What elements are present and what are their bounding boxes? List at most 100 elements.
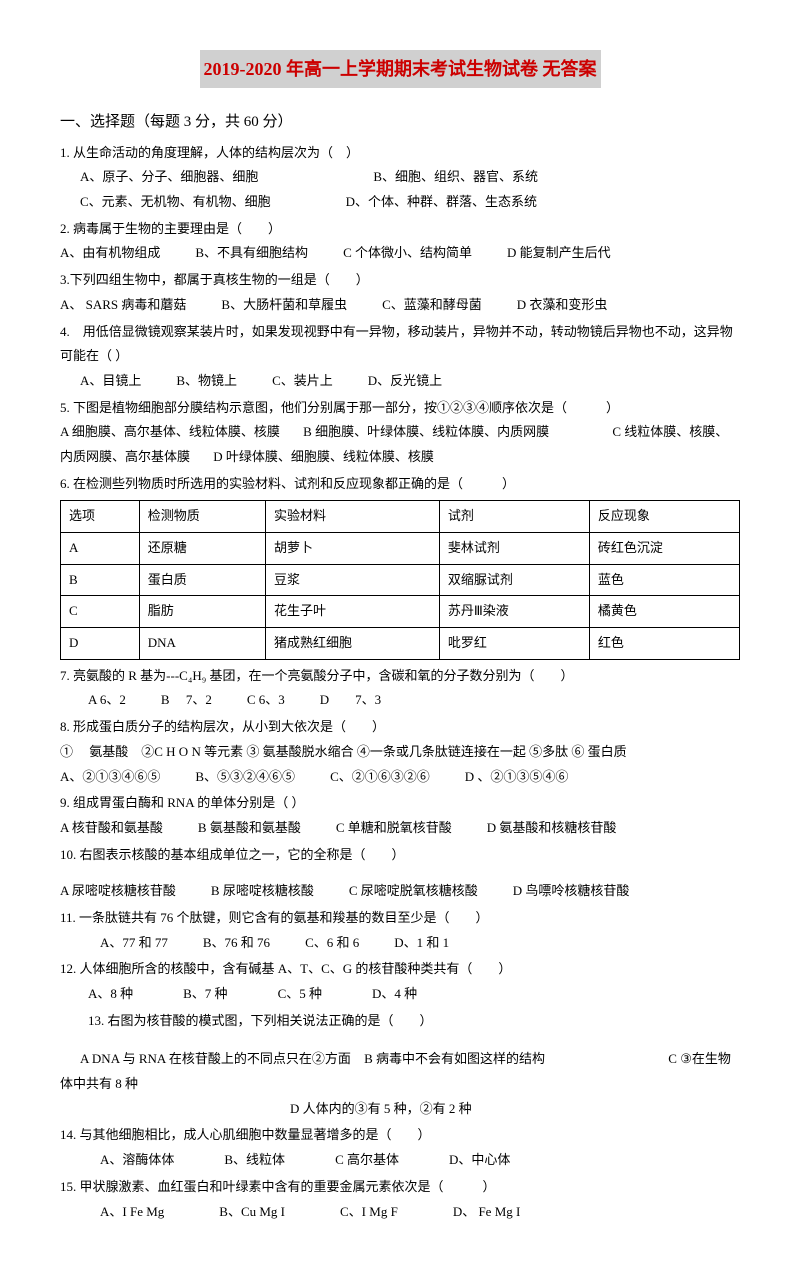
option-b: B、⑤③②④⑥⑤	[195, 765, 295, 790]
table-header-row: 选项 检测物质 实验材料 试剂 反应现象	[61, 501, 740, 533]
td: 吡罗红	[439, 628, 589, 660]
option-b: B、76 和 76	[203, 931, 270, 956]
option-b: B、大肠杆菌和草履虫	[221, 293, 347, 318]
option-a: A 6、2	[88, 688, 126, 713]
option-d: D、反光镜上	[368, 369, 442, 394]
table-row: A 还原糖 胡萝卜 斐林试剂 砖红色沉淀	[61, 533, 740, 565]
option-b: B、不具有细胞结构	[195, 241, 308, 266]
question-13-options: A DNA 与 RNA 在核苷酸上的不同点只在②方面 B 病毒中不会有如图这样的…	[60, 1047, 740, 1121]
option-d: D 叶绿体膜、细胞膜、线粒体膜、核膜	[213, 449, 434, 464]
option-c: C、元素、无机物、有机物、细胞	[80, 190, 271, 215]
exam-title: 2019-2020 年高一上学期期末考试生物试卷 无答案	[200, 50, 601, 88]
option-c: C 高尔基体	[335, 1148, 399, 1173]
option-a: A、77 和 77	[100, 931, 168, 956]
question-text: 8. 形成蛋白质分子的结构层次，从小到大依次是（ ）	[60, 715, 740, 740]
option-c: C 6、3	[247, 688, 285, 713]
option-c: C 个体微小、结构简单	[343, 241, 472, 266]
option-a: A、溶酶体体	[100, 1148, 174, 1173]
question-text: 3.下列四组生物中，都属于真核生物的一组是（ ）	[60, 268, 740, 293]
option-c: C、5 种	[278, 982, 322, 1007]
option-d: D 衣藻和变形虫	[517, 293, 608, 318]
option-a: A、原子、分子、细胞器、细胞	[80, 165, 258, 190]
th: 选项	[61, 501, 140, 533]
option-a: A 细胞膜、高尔基体、线粒体膜、核膜	[60, 424, 280, 439]
td: C	[61, 596, 140, 628]
option-d: D 氨基酸和核糖核苷酸	[487, 816, 617, 841]
question-3: 3.下列四组生物中，都属于真核生物的一组是（ ） A、 SARS 病毒和蘑菇 B…	[60, 268, 740, 317]
table-row: B 蛋白质 豆浆 双缩脲试剂 蓝色	[61, 564, 740, 596]
option-a: A DNA 与 RNA 在核苷酸上的不同点只在②方面	[80, 1051, 351, 1066]
question-1: 1. 从生命活动的角度理解，人体的结构层次为（ ） A、原子、分子、细胞器、细胞…	[60, 141, 740, 215]
question-6: 6. 在检测些列物质时所选用的实验材料、试剂和反应现象都正确的是（ ） 选项 检…	[60, 472, 740, 660]
td: B	[61, 564, 140, 596]
option-b: B 尿嘧啶核糖核酸	[211, 879, 314, 904]
option-c: C、6 和 6	[305, 931, 359, 956]
option-a: A、目镜上	[80, 369, 141, 394]
question-text: 9. 组成胃蛋白酶和 RNA 的单体分别是（ ）	[60, 791, 740, 816]
question-12: 12. 人体细胞所含的核酸中，含有碱基 A、T、C、G 的核苷酸种类共有（ ） …	[60, 957, 740, 1006]
question-text: 12. 人体细胞所含的核酸中，含有碱基 A、T、C、G 的核苷酸种类共有（ ）	[60, 957, 740, 982]
option-b: B、7 种	[183, 982, 227, 1007]
option-b: B、细胞、组织、器官、系统	[373, 165, 538, 190]
option-d: D、个体、种群、群落、生态系统	[346, 190, 537, 215]
option-a: A、I Fe Mg	[100, 1200, 164, 1225]
option-a: A、 SARS 病毒和蘑菇	[60, 293, 186, 318]
option-d: D 7、3	[320, 688, 381, 713]
td: 脂肪	[139, 596, 265, 628]
option-a: A、由有机物组成	[60, 241, 160, 266]
question-text: 6. 在检测些列物质时所选用的实验材料、试剂和反应现象都正确的是（ ）	[60, 472, 740, 497]
td: 红色	[589, 628, 739, 660]
td: 还原糖	[139, 533, 265, 565]
td: 苏丹Ⅲ染液	[439, 596, 589, 628]
question-text: 2. 病毒属于生物的主要理由是（ ）	[60, 217, 740, 242]
td: 砖红色沉淀	[589, 533, 739, 565]
question-9: 9. 组成胃蛋白酶和 RNA 的单体分别是（ ） A 核苷酸和氨基酸 B 氨基酸…	[60, 791, 740, 840]
question-items: ① 氨基酸 ②C H O N 等元素 ③ 氨基酸脱水缩合 ④一条或几条肽链连接在…	[60, 740, 740, 765]
question-2: 2. 病毒属于生物的主要理由是（ ） A、由有机物组成 B、不具有细胞结构 C …	[60, 217, 740, 266]
question-text: 14. 与其他细胞相比，成人心肌细胞中数量显著增多的是（ ）	[60, 1123, 740, 1148]
td: A	[61, 533, 140, 565]
td: 花生子叶	[265, 596, 439, 628]
td: 橘黄色	[589, 596, 739, 628]
option-d: D 人体内的③有 5 种，②有 2 种	[290, 1101, 472, 1116]
option-c: C、I Mg F	[340, 1200, 398, 1225]
option-c: C 单糖和脱氧核苷酸	[336, 816, 452, 841]
question-text: 1. 从生命活动的角度理解，人体的结构层次为（ ）	[60, 141, 740, 166]
section-header: 一、选择题（每题 3 分，共 60 分）	[60, 108, 740, 137]
option-d: D 鸟嘌呤核糖核苷酸	[513, 879, 630, 904]
question-14: 14. 与其他细胞相比，成人心肌细胞中数量显著增多的是（ ） A、溶酶体体 B、…	[60, 1123, 740, 1172]
question-5: 5. 下图是植物细胞部分膜结构示意图，他们分别属于那一部分，按①②③④顺序依次是…	[60, 396, 740, 470]
option-b: B 细胞膜、叶绿体膜、线粒体膜、内质网膜	[303, 424, 549, 439]
option-d: D、4 种	[372, 982, 417, 1007]
option-b: B 病毒中不会有如图这样的结构	[364, 1051, 545, 1066]
option-d: D 、②①③⑤④⑥	[465, 765, 569, 790]
option-b: B 7、2	[161, 688, 212, 713]
option-b: B、Cu Mg I	[219, 1200, 285, 1225]
question-text: 4. 用低倍显微镜观察某装片时，如果发现视野中有一异物，移动装片，异物并不动，转…	[60, 320, 740, 369]
td: 蛋白质	[139, 564, 265, 596]
question-7: 7. 亮氨酸的 R 基为---C₄H₉ 基团，在一个亮氨酸分子中，含碳和氧的分子…	[60, 664, 740, 713]
table-row: D DNA 猪成熟红细胞 吡罗红 红色	[61, 628, 740, 660]
question-4: 4. 用低倍显微镜观察某装片时，如果发现视野中有一异物，移动装片，异物并不动，转…	[60, 320, 740, 394]
question-6-table: 选项 检测物质 实验材料 试剂 反应现象 A 还原糖 胡萝卜 斐林试剂 砖红色沉…	[60, 500, 740, 659]
option-b: B、线粒体	[224, 1148, 285, 1173]
option-a: A 尿嘧啶核糖核苷酸	[60, 879, 176, 904]
question-11: 11. 一条肽链共有 76 个肽键，则它含有的氨基和羧基的数目至少是（ ） A、…	[60, 906, 740, 955]
option-d: D、1 和 1	[394, 931, 449, 956]
question-10: 10. 右图表示核酸的基本组成单位之一，它的全称是（ ） A 尿嘧啶核糖核苷酸 …	[60, 843, 740, 904]
option-c: C、蓝藻和酵母菌	[382, 293, 482, 318]
th: 试剂	[439, 501, 589, 533]
question-text: 15. 甲状腺激素、血红蛋白和叶绿素中含有的重要金属元素依次是（ ）	[60, 1175, 740, 1200]
td: 双缩脲试剂	[439, 564, 589, 596]
th: 检测物质	[139, 501, 265, 533]
td: D	[61, 628, 140, 660]
td: 胡萝卜	[265, 533, 439, 565]
option-c: C 尿嘧啶脱氧核糖核酸	[349, 879, 478, 904]
td: 蓝色	[589, 564, 739, 596]
option-d: D 能复制产生后代	[507, 241, 611, 266]
question-13: 13. 右图为核苷酸的模式图，下列相关说法正确的是（ ）	[60, 1009, 740, 1046]
th: 实验材料	[265, 501, 439, 533]
option-a: A、8 种	[88, 982, 133, 1007]
option-c: C、装片上	[272, 369, 333, 394]
question-8: 8. 形成蛋白质分子的结构层次，从小到大依次是（ ） ① 氨基酸 ②C H O …	[60, 715, 740, 789]
